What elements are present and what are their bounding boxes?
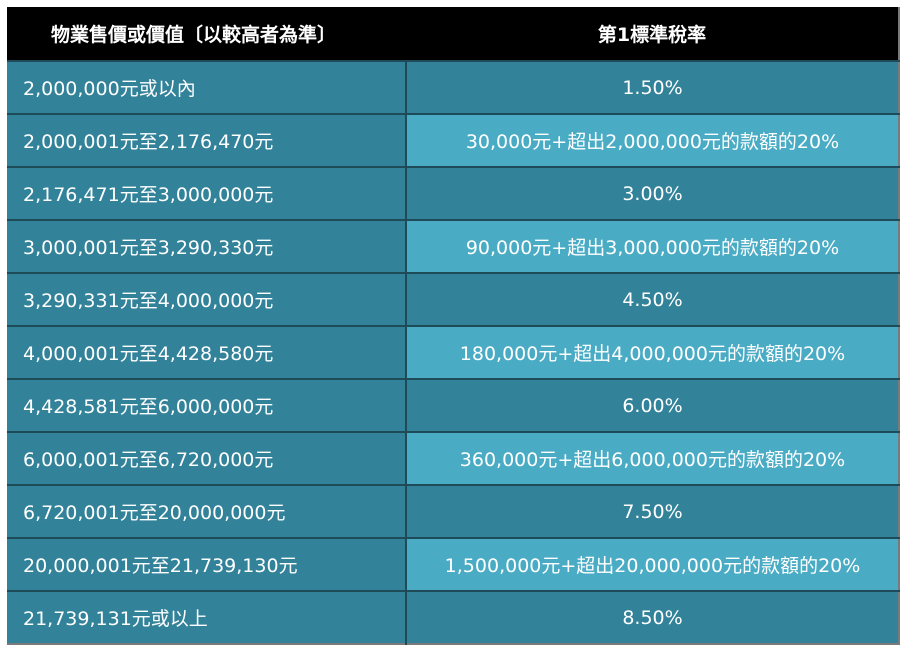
property-value-cell: 2,000,000元或以內 [7,60,407,114]
table-row: 21,739,131元或以上 8.50% [7,590,899,644]
tax-rate-cell: 90,000元+超出3,000,000元的款額的20% [406,219,899,273]
tax-rate-cell: 7.50% [406,484,899,538]
table-row: 2,000,000元或以內 1.50% [7,60,899,114]
tax-rate-cell: 4.50% [406,272,899,326]
table-row: 2,000,001元至2,176,470元 30,000元+超出2,000,000… [7,113,899,167]
property-value-cell: 6,720,001元至20,000,000元 [7,484,407,538]
table-row: 4,000,001元至4,428,580元 180,000元+超出4,000,00… [7,325,899,379]
table-row: 4,428,581元至6,000,000元 6.00% [7,378,899,432]
header-property-value: 物業售價或價值〔以較高者為準〕 [7,7,406,61]
table-row: 6,000,001元至6,720,000元 360,000元+超出6,000,00… [7,431,899,485]
tax-rate-cell: 8.50% [406,590,899,644]
property-value-cell: 6,000,001元至6,720,000元 [7,431,407,485]
property-value-cell: 4,428,581元至6,000,000元 [7,378,407,432]
header-tax-rate: 第1標準稅率 [406,7,899,61]
property-value-cell: 2,176,471元至3,000,000元 [7,166,407,220]
tax-rate-cell: 6.00% [406,378,899,432]
tax-rate-cell: 180,000元+超出4,000,000元的款額的20% [406,325,899,379]
table-row: 3,290,331元至4,000,000元 4.50% [7,272,899,326]
table-row: 20,000,001元至21,739,130元 1,500,000元+超出20,0… [7,537,899,591]
header-row: 物業售價或價值〔以較高者為準〕 第1標準稅率 [7,7,899,61]
property-value-cell: 4,000,001元至4,428,580元 [7,325,407,379]
tax-rate-cell: 3.00% [406,166,899,220]
stamp-duty-table: 物業售價或價值〔以較高者為準〕 第1標準稅率 2,000,000元或以內 1.50… [7,7,900,645]
property-value-cell: 3,000,001元至3,290,330元 [7,219,407,273]
table-row: 2,176,471元至3,000,000元 3.00% [7,166,899,220]
tax-rate-cell: 1,500,000元+超出20,000,000元的款額的20% [406,537,899,591]
tax-rate-cell: 30,000元+超出2,000,000元的款額的20% [406,113,899,167]
tax-rate-cell: 1.50% [406,60,899,114]
table-row: 6,720,001元至20,000,000元 7.50% [7,484,899,538]
table-row: 3,000,001元至3,290,330元 90,000元+超出3,000,000… [7,219,899,273]
property-value-cell: 21,739,131元或以上 [7,590,407,644]
property-value-cell: 20,000,001元至21,739,130元 [7,537,407,591]
property-value-cell: 2,000,001元至2,176,470元 [7,113,407,167]
property-value-cell: 3,290,331元至4,000,000元 [7,272,407,326]
tax-rate-cell: 360,000元+超出6,000,000元的款額的20% [406,431,899,485]
